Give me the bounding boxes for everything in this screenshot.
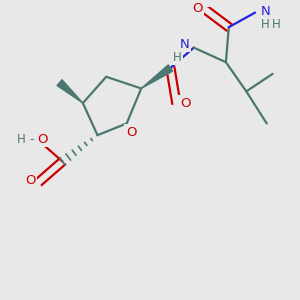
Text: -: - — [29, 133, 34, 146]
Polygon shape — [141, 65, 172, 88]
Text: O: O — [192, 2, 202, 15]
Text: H: H — [17, 133, 26, 146]
Text: O: O — [37, 133, 47, 146]
Text: O: O — [25, 174, 36, 187]
Text: N: N — [180, 38, 190, 51]
Text: H: H — [173, 51, 182, 64]
Text: H: H — [272, 18, 280, 31]
Text: O: O — [126, 126, 136, 139]
Polygon shape — [57, 80, 83, 103]
Text: N: N — [260, 4, 270, 18]
Text: O: O — [180, 97, 190, 110]
Text: H: H — [261, 18, 270, 31]
